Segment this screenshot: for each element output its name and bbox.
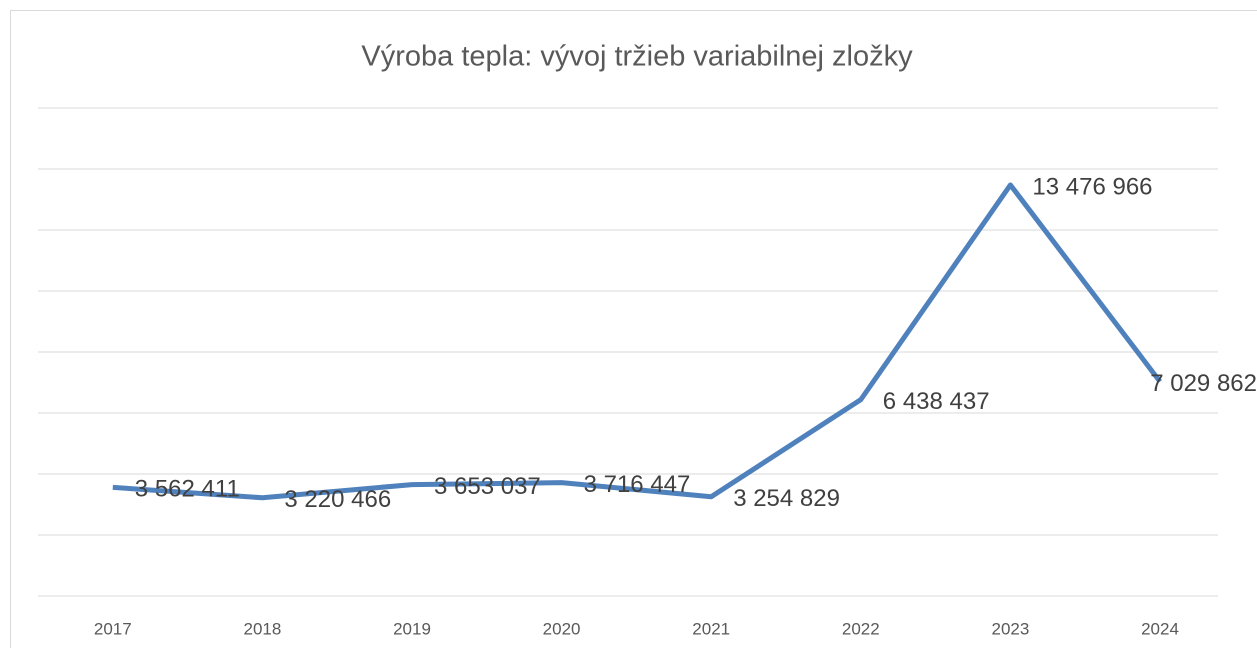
data-line: [112, 182, 1162, 501]
data-label: 3 220 466: [284, 486, 391, 513]
chart-border: [10, 10, 1257, 648]
x-tick-label: 2024: [1141, 619, 1179, 638]
x-tick-label: 2022: [842, 619, 880, 638]
data-label: 3 716 447: [584, 471, 691, 498]
data-label: 3 254 829: [733, 485, 840, 512]
data-label: 3 653 037: [434, 473, 541, 500]
x-tick-label: 2019: [393, 619, 431, 638]
x-tick-label: 2021: [692, 619, 730, 638]
data-label: 13 476 966: [1032, 173, 1152, 200]
data-label: 6 438 437: [883, 388, 990, 415]
x-tick-label: 2017: [94, 619, 132, 638]
chart-title: Výroba tepla: vývoj tržieb variabilnej z…: [361, 41, 913, 73]
x-tick-label: 2018: [243, 619, 281, 638]
data-label: 3 562 411: [135, 476, 240, 503]
x-tick-label: 2020: [543, 619, 581, 638]
data-label: 7 029 862: [1150, 370, 1257, 397]
x-tick-label: 2023: [991, 619, 1029, 638]
